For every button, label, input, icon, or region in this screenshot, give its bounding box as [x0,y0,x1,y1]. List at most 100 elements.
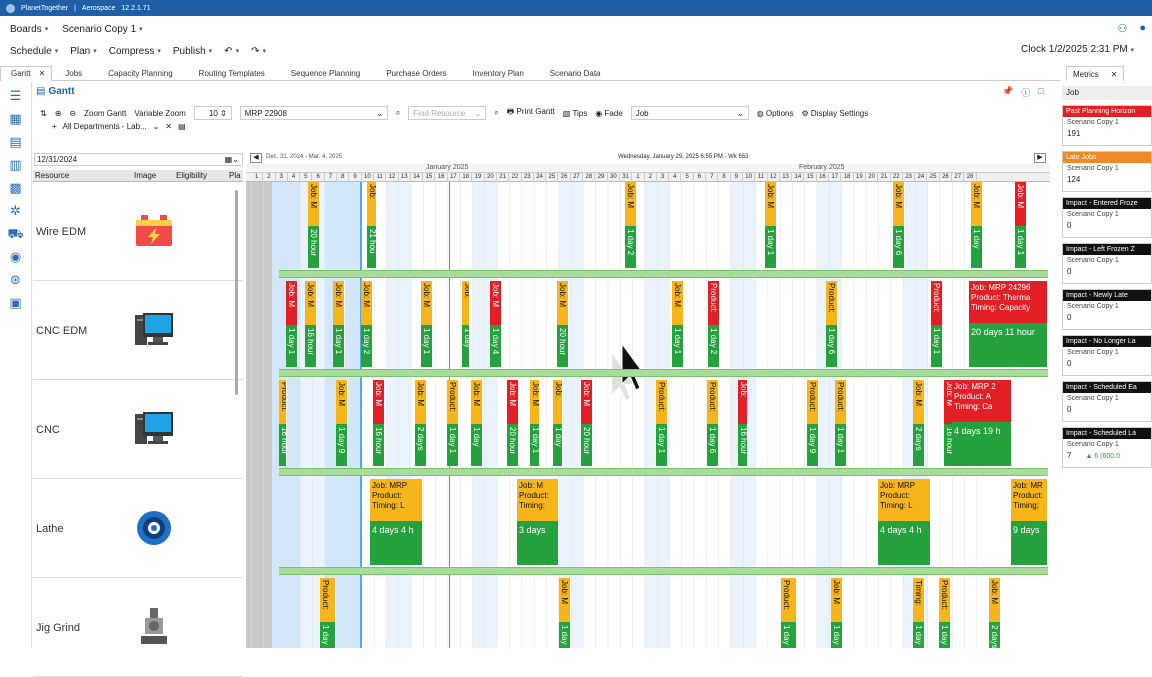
tab-metrics[interactable]: Metrics ✕ [1066,66,1125,81]
calendar-icon[interactable]: ▦⌄ [224,155,239,164]
resource-row[interactable]: Jig Grind [33,578,243,677]
mrp-select[interactable]: MRP 22908 ⌄ [239,106,388,120]
metric-card[interactable]: Late Jobs Scenario Copy 1 124 [1062,151,1152,192]
job-block[interactable]: Job: M 1 day 4 [490,281,502,367]
prev-range-button[interactable]: ◀ [250,153,262,163]
job-block[interactable]: Job: M 1 day 2 [625,182,637,268]
job-block[interactable]: Product: 16 hour [279,380,287,466]
tab-3[interactable]: Routing Templates [186,66,278,81]
menu-1[interactable]: Scenario Copy 1 ▾ [62,24,142,35]
shield-icon[interactable]: ◉ [9,249,22,264]
job-block[interactable]: Job: 1 day [553,380,563,466]
job-block[interactable]: Product: 1 day 6 [707,380,719,466]
job-block[interactable]: Product: 1 day [939,578,951,648]
print-gantt-button[interactable]: 🖶 Print Gantt [506,107,555,116]
job-block[interactable]: Job: M 2 days [415,380,427,466]
resource-row[interactable]: Lathe [33,479,243,578]
help-icon[interactable]: ● [1139,22,1146,34]
job-block[interactable]: Job: M 20 hour [308,182,320,268]
job-block[interactable]: Job: M 1 day [471,380,483,466]
find-resource-input[interactable]: Find Resource ⌄ [408,106,487,120]
start-date-input[interactable]: 12/31/2024 ▦⌄ [34,153,243,166]
menu-0[interactable]: Schedule ▾ [10,46,58,57]
job-block[interactable]: Timing: 1 day [913,578,925,648]
job-block[interactable]: Job: M 2 days [913,380,925,466]
tab-5[interactable]: Purchase Orders [373,66,459,81]
menu-5[interactable]: ↷ ▾ [251,46,266,57]
job-block[interactable]: Job: M 1 day [831,578,843,648]
zoom-in-icon[interactable]: ⊕ [54,108,62,118]
hamburger-icon[interactable]: ☰ [9,88,22,103]
job-block[interactable]: Job: 16 hour [738,380,748,466]
menu-2[interactable]: Compress ▾ [109,46,161,57]
job-block[interactable]: Job: M 1 day 1 [333,281,345,367]
resource-row[interactable]: CNC [33,380,243,479]
job-block[interactable]: Job: MRP Product: Timing: L 4 days 4 h [878,479,931,565]
fade-select[interactable]: Job ⌄ [630,106,749,120]
resource-scrollbar[interactable] [235,190,238,395]
tab-4[interactable]: Sequence Planning [278,66,373,81]
tab-2[interactable]: Capacity Planning [95,66,185,81]
pin-icon[interactable]: 📌 [1002,86,1014,96]
job-block[interactable]: Job: M 20 hour [507,380,519,466]
zoom-value-stepper[interactable]: 10 ⇕ [193,106,232,120]
tab-1[interactable]: Jobs [52,66,95,81]
job-block[interactable]: Product: 1 day [781,578,797,648]
job-block[interactable]: Product: 1 day 6 [826,281,838,367]
zoom-out-icon[interactable]: ⊖ [69,108,77,118]
info-icon[interactable]: ⓘ [1021,88,1031,98]
variable-zoom-button[interactable]: Variable Zoom [134,108,186,118]
chart-icon[interactable]: ▥ [9,157,22,172]
job-block[interactable]: Job: M Product: Timing: 3 days [517,479,559,565]
options-button[interactable]: ◍ Options [756,108,794,118]
list-icon[interactable]: ▤ [9,134,22,149]
plus-icon[interactable]: + [52,122,57,131]
close-icon[interactable]: ✕ [1110,69,1118,79]
grid-icon[interactable]: ▩ [9,180,22,195]
clock-menu[interactable]: Clock 1/2/2025 2:31 PM ▾ [1021,44,1134,55]
next-range-button[interactable]: ▶ [1034,153,1046,163]
job-block[interactable]: Job: MRP Product: Timing: L 4 days 4 h [370,479,423,565]
sort-icon[interactable]: ⇅ [40,108,47,118]
tab-7[interactable]: Scenario Data [537,66,614,81]
job-block[interactable]: Job: M 1 day 2 [361,281,373,367]
dashboard-icon[interactable]: ▦ [9,111,22,126]
job-block[interactable]: Product: 1 day 1 [931,281,943,367]
maximize-icon[interactable]: □ [1038,86,1044,96]
tab-6[interactable]: Inventory Plan [460,66,537,81]
col-resource[interactable]: Resource [35,171,70,180]
job-block[interactable]: Job: M 1 day [971,182,983,268]
col-plan[interactable]: Pla [229,171,241,180]
job-block[interactable]: Product: 1 day 1 [656,380,668,466]
job-block[interactable]: Job: MR Product: Timing: 9 days [1011,479,1048,565]
truck-icon[interactable]: ⛟ [7,226,24,241]
job-block[interactable]: Job: M 16 hour [373,380,385,466]
close-icon[interactable]: ✕ [38,69,46,78]
job-block[interactable]: Job: MRP 24296 Product: Therma Timing: Cap… [969,281,1048,367]
network-icon[interactable]: ✲ [10,203,21,218]
chevron-down-icon[interactable]: ⌄ [152,122,160,131]
search-icon[interactable]: ⌕ [494,108,499,117]
job-block[interactable]: Product: 1 day [320,578,336,648]
alarm-icon[interactable]: ⊛ [10,272,21,287]
users-icon[interactable]: ⚇ [1117,23,1128,35]
menu-1[interactable]: Plan ▾ [70,46,97,57]
display-settings-button[interactable]: ⚙ Display Settings [801,108,869,118]
job-block[interactable]: Product: 1 day 1 [447,380,459,466]
job-block[interactable]: Job: M 20 hour [581,380,593,466]
metric-card[interactable]: Impact - Scheduled La Scenario Copy 1 7 ▲ 6… [1062,427,1152,468]
metric-card[interactable]: Impact - Scheduled Ea Scenario Copy 1 0 [1062,381,1152,422]
filter-icon[interactable]: ▤ [178,122,186,131]
department-filter[interactable]: + All Departments - Lab... ⌄ ✕ ▤ [52,122,186,131]
job-block[interactable]: Job: M 1 day 1 [1015,182,1027,268]
metric-card[interactable]: Impact - Left Frozen Z Scenario Copy 1 0 [1062,243,1152,284]
job-block[interactable]: Job: 21 hou [367,182,377,268]
menu-0[interactable]: Boards ▾ [10,24,48,35]
metric-card[interactable]: Impact - No Longer La Scenario Copy 1 0 [1062,335,1152,376]
metric-card[interactable]: Impact - Newly Late Scenario Copy 1 0 [1062,289,1152,330]
col-image[interactable]: Image [134,171,157,180]
search-icon[interactable]: ⌕ [395,108,401,117]
close-icon[interactable]: ✕ [165,122,173,131]
job-block[interactable]: Job: M 1 day 1 [530,380,540,466]
